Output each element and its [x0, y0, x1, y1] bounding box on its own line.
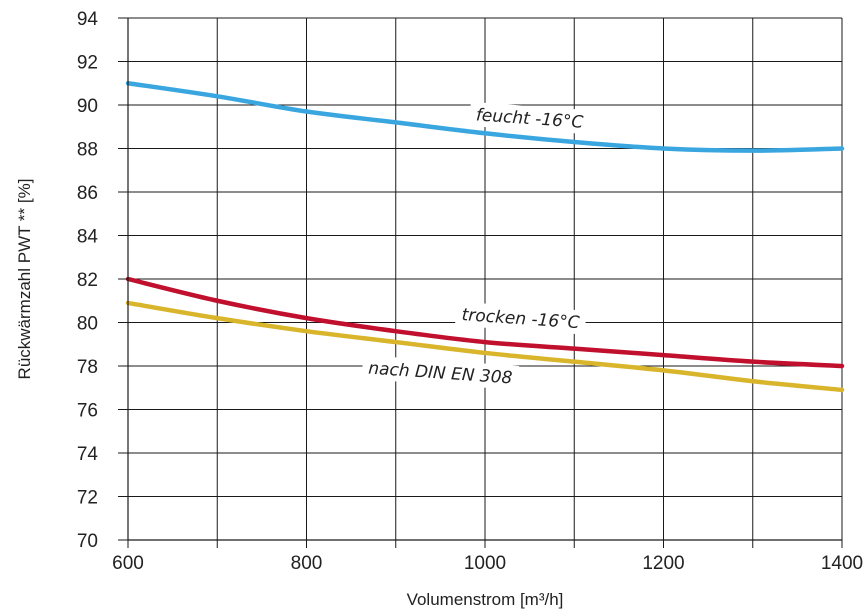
y-tick-label: 76	[77, 401, 98, 422]
series-group	[125, 81, 845, 393]
y-tick-label: 74	[77, 444, 99, 465]
annotations: feucht -16°C trocken -16°C nach DIN EN 308	[361, 101, 591, 390]
y-tick-label: 72	[77, 488, 98, 509]
y-tick-label: 78	[77, 357, 98, 378]
x-tick-label: 1400	[821, 553, 863, 574]
y-tick-label: 82	[77, 270, 98, 291]
y-tick-label: 92	[77, 53, 98, 74]
y-tick-label: 80	[77, 314, 98, 335]
x-tick-label: 1200	[642, 553, 684, 574]
x-tick-label: 800	[291, 553, 323, 574]
y-tick-label: 90	[77, 96, 98, 117]
curve-label-background	[455, 301, 587, 335]
x-tick-label: 1000	[464, 553, 506, 574]
series-line-trocken	[125, 276, 845, 369]
grid	[127, 17, 843, 541]
y-tick-label: 88	[77, 140, 98, 161]
x-tick-label: 600	[112, 553, 144, 574]
y-axis-title: Rückwärmzahl PWT ** [%]	[15, 179, 34, 380]
y-tick-label: 70	[77, 531, 98, 552]
series-line-feucht	[125, 81, 845, 153]
y-tick-label: 84	[77, 227, 99, 248]
y-tick-label: 94	[77, 9, 99, 30]
curve-label-background	[469, 101, 591, 135]
curve-label-group: trocken -16°C	[455, 301, 587, 335]
axes: 70 72 74 76 78 80 82 84 86 88 90 92 94 600 800 1000 1200…	[77, 9, 863, 574]
x-axis-title: Volumenstrom [m³/h]	[407, 590, 564, 609]
curve-label-group: feucht -16°C	[469, 101, 591, 135]
curve-label-background	[361, 355, 520, 390]
curve-label-group: nach DIN EN 308	[361, 355, 520, 390]
series-line-din-en-308	[125, 300, 845, 393]
y-tick-label: 86	[77, 183, 98, 204]
